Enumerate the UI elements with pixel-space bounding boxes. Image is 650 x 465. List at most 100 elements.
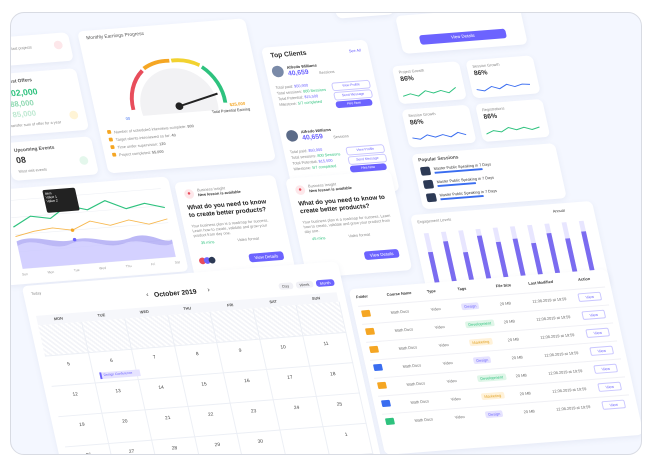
tag-badge: Design: [460, 302, 480, 311]
client-amount: 40,659: [301, 133, 324, 142]
stat-sparkline: [402, 86, 457, 97]
file-size-cell: 20 MB: [499, 300, 512, 307]
last-modified-cell: 12.08.2019 at 19:59: [547, 368, 583, 376]
calendar-prev-button[interactable]: ‹: [145, 291, 150, 299]
calendar-day-cell[interactable]: 18: [309, 362, 360, 397]
calendar-day-number: 10: [279, 344, 287, 351]
stat-sparkline: [486, 126, 540, 135]
client-avatar: [270, 65, 285, 78]
dashboard-collage: Completed last projects Highest Offers $…: [10, 13, 641, 455]
gauge-stat-dot: [110, 145, 115, 150]
upcoming-count: 08: [15, 154, 27, 166]
completed-badge: [52, 40, 64, 50]
engagement-title: Engagement Levels: [416, 216, 452, 225]
lesson-body: Your business plan is a roadmap for succ…: [190, 217, 269, 238]
lesson-card-2: ● Business Insight New lesson is availab…: [285, 170, 413, 279]
stat-card-session-growth-b: Session Growth 86%: [401, 104, 477, 148]
gauge-chart: [129, 58, 228, 118]
calendar-day-number: 18: [329, 371, 337, 378]
calendar-day-number: 27: [128, 448, 135, 455]
calendar-next-button[interactable]: ›: [206, 286, 211, 294]
stat-title: Project Growth: [398, 67, 425, 75]
row-action-button[interactable]: View: [597, 381, 623, 392]
column-header: Folder: [355, 293, 369, 300]
calendar-day-number: 11: [323, 341, 330, 348]
view-week-button[interactable]: Week: [295, 280, 314, 289]
stat-title: Session Growth: [471, 61, 500, 69]
chart-point: [70, 228, 75, 232]
type-cell: Video: [446, 378, 458, 384]
calendar-day-number: 7: [152, 354, 157, 361]
stat-value: 86%: [409, 118, 425, 127]
view-details-button[interactable]: View Details: [418, 28, 508, 45]
view-month-button[interactable]: Month: [315, 278, 336, 288]
chart-point: [72, 237, 77, 242]
calendar-day-number: 6: [109, 358, 114, 364]
calendar-day-number: 19: [78, 421, 86, 428]
lesson-view-details-button[interactable]: View Details: [248, 251, 285, 263]
row-action-button[interactable]: View: [577, 291, 603, 303]
stat-value: 86%: [473, 69, 489, 78]
stat-title: Session Growth: [407, 111, 436, 119]
lesson-question: What do you need to know to create bette…: [297, 194, 386, 216]
green-series: [13, 200, 165, 228]
engagement-filter[interactable]: Annual: [552, 207, 566, 214]
table-body: Math Docs Video 20 MB 12.08.2019 at 19:59 De…: [358, 286, 636, 448]
list-link-card: View List: [333, 13, 395, 19]
calendar-day-cell[interactable]: 25: [315, 392, 367, 428]
row-action-button[interactable]: View: [589, 345, 615, 356]
hire-now-button[interactable]: Hire Now: [335, 98, 373, 109]
area-series-dark: [16, 235, 173, 247]
last-modified-cell: 12.08.2019 at 19:59: [555, 404, 591, 412]
calendar-day-number: 5: [66, 361, 71, 368]
file-size-cell: 20 MB: [503, 318, 516, 325]
course-name-cell: Math Docs: [406, 380, 426, 387]
offer-value-2: $ 88,000: [10, 98, 35, 110]
lesson-view-details-button[interactable]: View Details: [363, 248, 400, 261]
calendar-day-cell[interactable]: [295, 301, 347, 337]
calendar-day-cell[interactable]: 11: [302, 331, 354, 367]
column-header: Course Name: [386, 290, 412, 297]
tag-badge: Marketing: [480, 391, 505, 401]
calendar-day-number: 21: [164, 415, 172, 422]
stat-value: 86%: [399, 75, 415, 83]
last-modified-cell: 12.08.2019 at 19:59: [531, 296, 567, 304]
tag-badge: Design: [472, 356, 492, 365]
highest-offers-title: Highest Offers: [10, 77, 33, 86]
file-size-cell: 20 MB: [515, 372, 528, 379]
row-action-button[interactable]: View: [581, 309, 607, 320]
calendar-day-number: 13: [114, 388, 122, 395]
popular-thumb: [425, 192, 438, 203]
engagement-bars: [423, 220, 597, 291]
see-all-link[interactable]: See All: [348, 47, 362, 54]
last-modified-cell: 12.08.2019 at 19:59: [551, 386, 587, 394]
tag-badge: Design: [484, 410, 504, 419]
client-line-value: 800 Sessions: [302, 87, 327, 94]
tag-badge: Development: [464, 319, 495, 329]
course-name-cell: Math Docs: [398, 344, 418, 351]
stat-title: Registrations: [481, 105, 505, 113]
tooltip-line: Value 2: [46, 198, 59, 204]
row-action-button[interactable]: View: [585, 327, 611, 338]
view-day-button[interactable]: Day: [277, 282, 294, 290]
last-modified-cell: 12.08.2019 at 19:59: [535, 314, 571, 322]
lesson-format: Video format: [236, 235, 260, 243]
bar-values: [427, 231, 597, 291]
row-action-button[interactable]: View: [601, 399, 627, 410]
offer-value-1: $102,000: [10, 86, 39, 99]
calendar-day-cell[interactable]: 1: [322, 422, 374, 454]
x-tick: Fri: [150, 262, 156, 267]
stat-card-registrations: Registrations 86%: [474, 98, 551, 143]
folder-icon: [365, 327, 376, 336]
calendar-day-number: 24: [293, 404, 300, 412]
calendar-day-number: 8: [195, 351, 200, 358]
calendar-today-label[interactable]: Today: [30, 290, 42, 296]
x-tick: Tue: [73, 268, 80, 273]
lesson-duration: 35 mins: [200, 239, 215, 246]
row-action-button[interactable]: View: [593, 363, 619, 374]
lesson-question: What do you need to know to create bette…: [186, 198, 267, 220]
orange-series: [15, 218, 168, 238]
type-cell: Video: [430, 306, 442, 312]
calendar-view-switcher: Day Week Month: [277, 278, 336, 290]
course-name-cell: Math Docs: [402, 362, 422, 369]
